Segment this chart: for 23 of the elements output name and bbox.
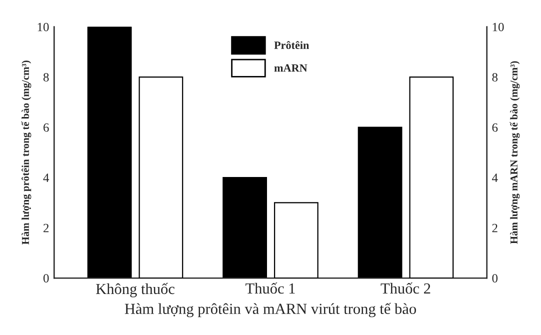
x-tick-label: Thuốc 1	[246, 282, 295, 294]
bar	[87, 26, 132, 278]
y-tick-label: 8	[43, 73, 49, 82]
y2-tick-label: 6	[492, 123, 498, 132]
y-tick-label: 6	[44, 123, 49, 132]
y2-tick-label: 2	[492, 224, 498, 232]
x-tick-label: Không thuốc	[96, 282, 174, 298]
y2-tick-label: 10	[492, 22, 504, 32]
y2-tick-label: 8	[492, 73, 498, 82]
y-tick-label: 0	[43, 274, 49, 283]
y-tick-label: 10	[38, 22, 49, 32]
y2-tick-label: 0	[492, 274, 498, 283]
y-tick-label: 4	[43, 174, 50, 182]
y2-axis-title: Hàm lượng mARN trong tế bào (mg/cm³)	[510, 61, 520, 244]
y2-tick-label: 4	[492, 174, 498, 182]
x-tick-label: Thuốc 2	[380, 282, 430, 294]
x-axis-title: Hàm lượng prôtêin và mARN virút trong tế bào	[124, 302, 416, 318]
y-tick-label: 2	[44, 224, 49, 232]
bar	[222, 176, 267, 278]
legend-label: Prôtêin	[274, 41, 310, 50]
y-axis-title: Hàm lượng prôtêin trong tế bào (mg/cm³)	[21, 60, 32, 244]
legend-label: mARN	[274, 64, 308, 72]
bar	[358, 126, 402, 278]
